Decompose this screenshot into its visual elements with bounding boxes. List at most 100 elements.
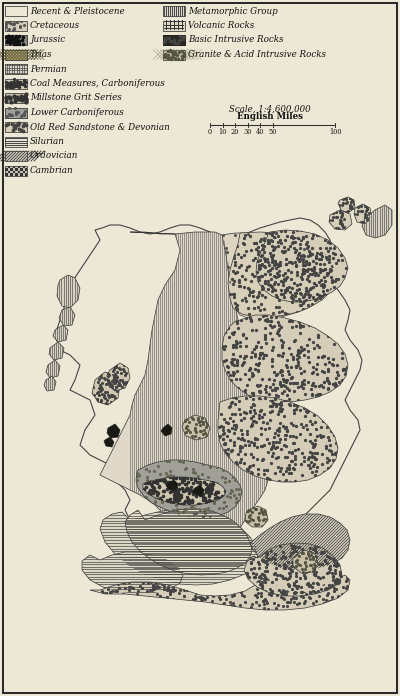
- Point: [312, 295, 318, 306]
- Polygon shape: [57, 275, 80, 308]
- Point: [256, 246, 262, 257]
- Point: [327, 564, 333, 575]
- Point: [126, 592, 132, 603]
- Point: [306, 295, 312, 306]
- Point: [237, 457, 244, 468]
- Point: [308, 263, 314, 274]
- Point: [90, 382, 96, 393]
- Point: [266, 237, 272, 248]
- Point: [332, 393, 338, 404]
- Point: [142, 496, 148, 507]
- Point: [350, 205, 356, 216]
- Point: [108, 383, 114, 395]
- Point: [294, 346, 301, 357]
- Point: [258, 429, 264, 440]
- Point: [283, 390, 290, 401]
- Point: [223, 593, 229, 604]
- Point: [290, 420, 296, 431]
- Point: [270, 283, 276, 294]
- Point: [307, 579, 314, 590]
- Point: [203, 493, 209, 505]
- Point: [297, 560, 304, 571]
- Point: [127, 574, 133, 585]
- Point: [247, 363, 253, 374]
- Point: [130, 593, 136, 604]
- Point: [276, 399, 283, 410]
- Point: [246, 510, 252, 521]
- Point: [166, 481, 172, 492]
- Point: [286, 459, 292, 470]
- Point: [307, 446, 313, 457]
- Point: [227, 246, 234, 258]
- Point: [194, 414, 201, 425]
- Point: [159, 496, 166, 507]
- Point: [192, 493, 199, 504]
- Point: [256, 304, 263, 315]
- Point: [302, 572, 308, 583]
- Point: [163, 467, 170, 478]
- Point: [321, 290, 328, 301]
- Point: [318, 279, 324, 290]
- Point: [284, 282, 290, 293]
- Point: [307, 576, 313, 587]
- Point: [147, 572, 153, 583]
- Point: [211, 576, 218, 587]
- Point: [282, 553, 288, 564]
- Point: [302, 282, 309, 293]
- Point: [242, 385, 248, 396]
- Point: [318, 476, 324, 487]
- Point: [315, 578, 321, 590]
- Point: [334, 539, 341, 550]
- Point: [167, 487, 174, 498]
- Point: [144, 570, 151, 581]
- Bar: [5, 151, 27, 161]
- Point: [309, 379, 316, 390]
- Point: [180, 506, 186, 517]
- Point: [311, 441, 318, 452]
- Point: [183, 601, 190, 612]
- Point: [21, 74, 28, 86]
- Point: [284, 583, 291, 594]
- Point: [301, 344, 307, 355]
- Point: [112, 358, 118, 370]
- Point: [234, 458, 240, 469]
- Point: [337, 567, 343, 578]
- Point: [296, 346, 303, 357]
- Point: [306, 275, 312, 286]
- Point: [282, 235, 288, 246]
- Point: [250, 255, 256, 266]
- Point: [318, 539, 325, 550]
- Point: [271, 393, 278, 404]
- Point: [270, 270, 277, 281]
- Point: [244, 569, 251, 580]
- Point: [295, 313, 301, 324]
- Point: [312, 434, 318, 445]
- Point: [314, 358, 321, 370]
- Point: [253, 340, 260, 351]
- Point: [235, 393, 241, 404]
- Point: [193, 591, 199, 602]
- Point: [306, 578, 313, 590]
- Point: [301, 455, 307, 466]
- Point: [328, 425, 335, 436]
- Point: [259, 569, 265, 580]
- Point: [194, 489, 200, 500]
- Point: [321, 259, 328, 270]
- Point: [266, 519, 272, 530]
- Point: [318, 395, 324, 406]
- Point: [230, 588, 237, 599]
- Point: [109, 375, 115, 386]
- Bar: [5, 35, 27, 45]
- Point: [160, 488, 166, 499]
- Point: [326, 466, 332, 477]
- Point: [289, 230, 296, 242]
- Point: [252, 434, 258, 445]
- Point: [300, 592, 307, 603]
- Point: [276, 301, 282, 313]
- Point: [292, 237, 298, 248]
- Point: [183, 462, 189, 473]
- Point: [255, 364, 262, 375]
- Point: [248, 315, 254, 326]
- Point: [276, 367, 283, 378]
- Point: [324, 319, 330, 331]
